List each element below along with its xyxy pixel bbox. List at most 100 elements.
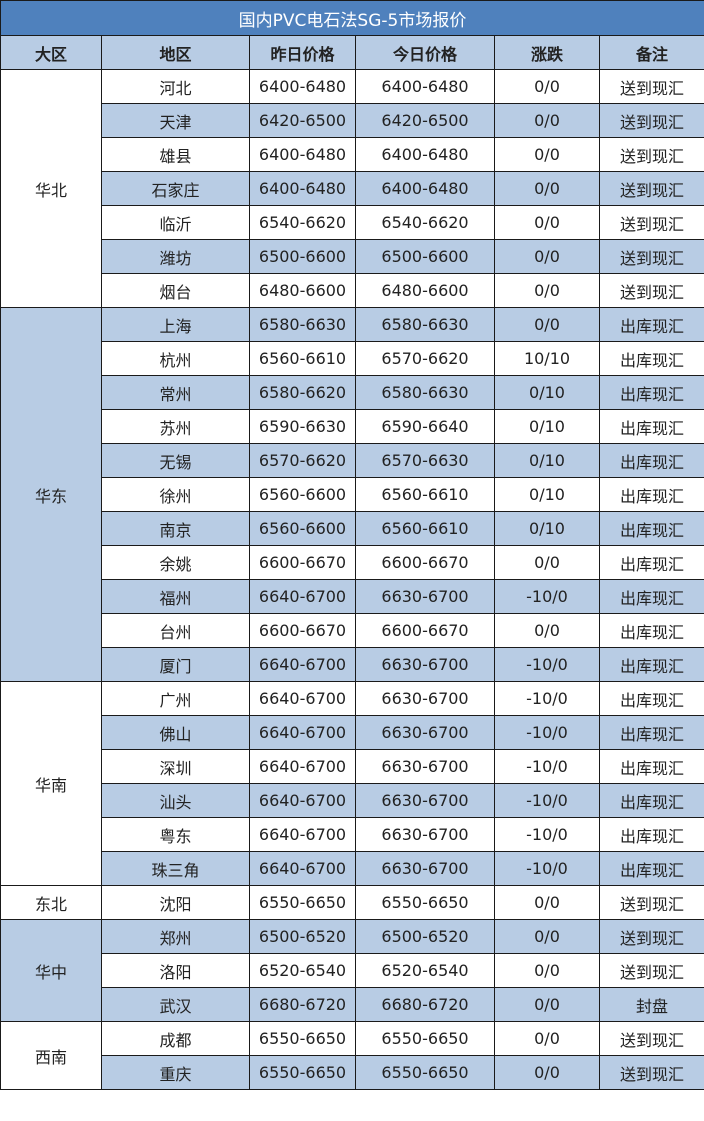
change-cell: 0/0 — [494, 137, 600, 172]
today-price-cell: 6400-6480 — [355, 137, 495, 172]
remark-cell: 送到现汇 — [598, 885, 704, 920]
table-row: 华中 郑州 6500-6520 6500-6520 0/0 送到现汇 — [0, 919, 704, 1022]
change-cell: -10/0 — [494, 647, 600, 682]
change-cell: 0/10 — [494, 375, 600, 410]
city-cell: 武汉 — [101, 987, 250, 1022]
yesterday-price-cell: 6480-6600 — [249, 273, 356, 308]
remark-cell: 封盘 — [598, 987, 704, 1022]
today-price-cell: 6560-6610 — [355, 511, 495, 546]
city-cell: 石家庄 — [101, 171, 250, 206]
table-row: 石家庄 6400-6480 6400-6480 0/0 送到现汇 — [0, 171, 704, 206]
change-cell: 0/0 — [494, 205, 600, 240]
today-price-cell: 6400-6480 — [355, 171, 495, 206]
city-cell: 苏州 — [101, 409, 250, 444]
yesterday-price-cell: 6400-6480 — [249, 137, 356, 172]
table-row: 佛山 6640-6700 6630-6700 -10/0 出库现汇 — [0, 715, 704, 750]
change-cell: 0/0 — [494, 273, 600, 308]
change-cell: 0/10 — [494, 409, 600, 444]
city-cell: 无锡 — [101, 443, 250, 478]
change-cell: 0/0 — [494, 307, 600, 342]
city-cell: 佛山 — [101, 715, 250, 750]
region-cell: 华中 — [0, 919, 102, 1022]
remark-cell: 出库现汇 — [598, 477, 704, 512]
remark-cell: 送到现汇 — [598, 919, 704, 954]
change-cell: 0/0 — [494, 69, 600, 104]
yesterday-price-cell: 6420-6500 — [249, 103, 356, 138]
header-region: 大区 — [0, 35, 102, 70]
city-cell: 河北 — [101, 69, 250, 104]
change-cell: 0/0 — [494, 103, 600, 138]
today-price-cell: 6630-6700 — [355, 681, 495, 716]
region-cell: 东北 — [0, 885, 102, 920]
price-table: 国内PVC电石法SG-5市场报价 大区 地区 昨日价格 今日价格 涨跌 备注 华… — [0, 0, 704, 1090]
remark-cell: 出库现汇 — [598, 375, 704, 410]
header-change: 涨跌 — [494, 35, 600, 70]
yesterday-price-cell: 6640-6700 — [249, 647, 356, 682]
header-city: 地区 — [101, 35, 250, 70]
header-today-price: 今日价格 — [355, 35, 495, 70]
table-row: 厦门 6640-6700 6630-6700 -10/0 出库现汇 — [0, 647, 704, 682]
city-cell: 杭州 — [101, 341, 250, 376]
today-price-cell: 6580-6630 — [355, 307, 495, 342]
today-price-cell: 6550-6650 — [355, 1021, 495, 1056]
today-price-cell: 6500-6520 — [355, 919, 495, 954]
change-cell: 0/0 — [494, 1021, 600, 1056]
today-price-cell: 6500-6600 — [355, 239, 495, 274]
today-price-cell: 6630-6700 — [355, 817, 495, 852]
table-row: 杭州 6560-6610 6570-6620 10/10 出库现汇 — [0, 341, 704, 376]
remark-cell: 送到现汇 — [598, 273, 704, 308]
today-price-cell: 6540-6620 — [355, 205, 495, 240]
region-cell: 华东 — [0, 307, 102, 682]
table-row: 台州 6600-6670 6600-6670 0/0 出库现汇 — [0, 613, 704, 648]
remark-cell: 送到现汇 — [598, 69, 704, 104]
city-cell: 郑州 — [101, 919, 250, 954]
today-price-cell: 6600-6670 — [355, 545, 495, 580]
region-cell: 华北 — [0, 69, 102, 308]
table-row: 东北 沈阳 6550-6650 6550-6650 0/0 送到现汇 — [0, 885, 704, 920]
today-price-cell: 6480-6600 — [355, 273, 495, 308]
change-cell: 0/0 — [494, 239, 600, 274]
table-row: 武汉 6680-6720 6680-6720 0/0 封盘 — [0, 987, 704, 1022]
city-cell: 广州 — [101, 681, 250, 716]
table-row: 重庆 6550-6650 6550-6650 0/0 送到现汇 — [0, 1055, 704, 1090]
remark-cell: 出库现汇 — [598, 341, 704, 376]
table-row: 烟台 6480-6600 6480-6600 0/0 送到现汇 — [0, 273, 704, 308]
remark-cell: 送到现汇 — [598, 137, 704, 172]
table-row: 苏州 6590-6630 6590-6640 0/10 出库现汇 — [0, 409, 704, 444]
yesterday-price-cell: 6640-6700 — [249, 851, 356, 886]
city-cell: 临沂 — [101, 205, 250, 240]
yesterday-price-cell: 6640-6700 — [249, 715, 356, 750]
region-cell: 华南 — [0, 681, 102, 886]
today-price-cell: 6630-6700 — [355, 715, 495, 750]
remark-cell: 送到现汇 — [598, 171, 704, 206]
city-cell: 南京 — [101, 511, 250, 546]
change-cell: -10/0 — [494, 579, 600, 614]
yesterday-price-cell: 6680-6720 — [249, 987, 356, 1022]
table-row: 临沂 6540-6620 6540-6620 0/0 送到现汇 — [0, 205, 704, 240]
table-row: 汕头 6640-6700 6630-6700 -10/0 出库现汇 — [0, 783, 704, 818]
yesterday-price-cell: 6560-6600 — [249, 511, 356, 546]
today-price-cell: 6630-6700 — [355, 851, 495, 886]
change-cell: 10/10 — [494, 341, 600, 376]
city-cell: 成都 — [101, 1021, 250, 1056]
yesterday-price-cell: 6560-6600 — [249, 477, 356, 512]
change-cell: 0/10 — [494, 511, 600, 546]
table-row: 天津 6420-6500 6420-6500 0/0 送到现汇 — [0, 103, 704, 138]
yesterday-price-cell: 6550-6650 — [249, 885, 356, 920]
yesterday-price-cell: 6590-6630 — [249, 409, 356, 444]
table-row: 潍坊 6500-6600 6500-6600 0/0 送到现汇 — [0, 239, 704, 274]
remark-cell: 送到现汇 — [598, 103, 704, 138]
change-cell: 0/0 — [494, 1055, 600, 1090]
city-cell: 天津 — [101, 103, 250, 138]
today-price-cell: 6420-6500 — [355, 103, 495, 138]
remark-cell: 出库现汇 — [598, 511, 704, 546]
table-row: 华北 河北 6400-6480 6400-6480 0/0 送到现汇 — [0, 69, 704, 308]
yesterday-price-cell: 6640-6700 — [249, 817, 356, 852]
table-row: 常州 6580-6620 6580-6630 0/10 出库现汇 — [0, 375, 704, 410]
yesterday-price-cell: 6640-6700 — [249, 783, 356, 818]
yesterday-price-cell: 6540-6620 — [249, 205, 356, 240]
table-row: 福州 6640-6700 6630-6700 -10/0 出库现汇 — [0, 579, 704, 614]
change-cell: -10/0 — [494, 783, 600, 818]
yesterday-price-cell: 6560-6610 — [249, 341, 356, 376]
remark-cell: 出库现汇 — [598, 613, 704, 648]
